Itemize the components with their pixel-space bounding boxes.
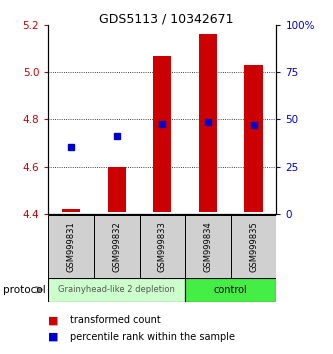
- Bar: [48, 215, 94, 278]
- Bar: [94, 215, 140, 278]
- Text: transformed count: transformed count: [70, 315, 161, 325]
- Bar: [108, 167, 126, 212]
- Text: ■: ■: [48, 332, 59, 342]
- Bar: [244, 65, 263, 212]
- Bar: [185, 278, 276, 302]
- Text: GSM999831: GSM999831: [67, 221, 76, 272]
- Bar: [231, 215, 276, 278]
- Text: control: control: [214, 285, 248, 295]
- Text: GSM999835: GSM999835: [249, 221, 258, 272]
- Bar: [153, 56, 171, 212]
- Bar: [62, 210, 80, 212]
- Text: protocol: protocol: [3, 285, 46, 295]
- Text: GDS5113 / 10342671: GDS5113 / 10342671: [99, 12, 234, 25]
- Text: GSM999833: GSM999833: [158, 221, 167, 272]
- Bar: [140, 215, 185, 278]
- Bar: [185, 215, 231, 278]
- Text: Grainyhead-like 2 depletion: Grainyhead-like 2 depletion: [58, 285, 175, 294]
- Text: GSM999834: GSM999834: [203, 221, 212, 272]
- Text: GSM999832: GSM999832: [112, 221, 121, 272]
- Text: ■: ■: [48, 315, 59, 325]
- Text: percentile rank within the sample: percentile rank within the sample: [70, 332, 235, 342]
- Bar: [199, 34, 217, 212]
- Bar: [48, 278, 185, 302]
